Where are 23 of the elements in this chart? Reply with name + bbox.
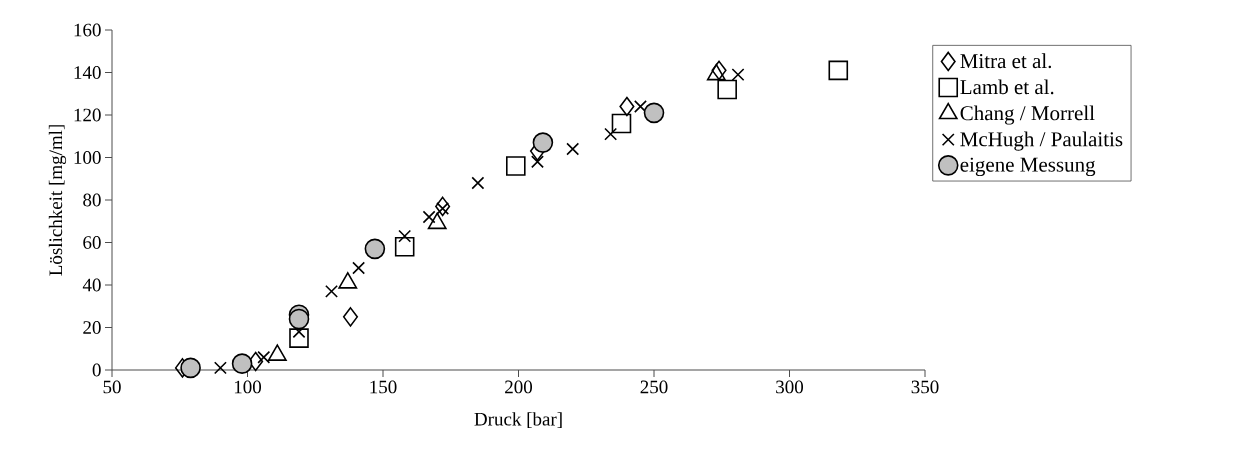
y-tick-label: 60 bbox=[83, 236, 101, 249]
legend-label: Chang / Morrell bbox=[960, 105, 1095, 125]
x-tick-label: 350 bbox=[911, 380, 939, 394]
y-axis-title: Löslichkeit [mg/ml] bbox=[48, 125, 67, 276]
y-tick-label: 160 bbox=[74, 23, 101, 37]
legend-label: Mitra et al. bbox=[960, 53, 1052, 69]
x-tick-label: 150 bbox=[370, 380, 397, 394]
x-tick-label: 50 bbox=[103, 380, 121, 394]
x-tick-label: 200 bbox=[505, 380, 533, 394]
legend-label: Lamb et al. bbox=[960, 79, 1054, 95]
legend-label: eigene Messung bbox=[960, 157, 1096, 177]
y-tick-label: 120 bbox=[74, 108, 101, 122]
y-tick-label: 20 bbox=[83, 321, 101, 334]
y-tick-label: 80 bbox=[83, 193, 101, 207]
y-tick-label: 0 bbox=[92, 363, 101, 377]
x-tick-label: 100 bbox=[234, 380, 262, 394]
y-tick-label: 140 bbox=[74, 66, 101, 79]
x-axis-title: Druck [bar] bbox=[474, 412, 562, 428]
x-tick-label: 250 bbox=[640, 380, 668, 394]
x-tick-label: 300 bbox=[776, 380, 804, 394]
y-tick-label: 100 bbox=[74, 151, 101, 164]
y-tick-label: 40 bbox=[82, 278, 101, 292]
legend-label: McHugh / Paulaitis bbox=[960, 131, 1123, 151]
